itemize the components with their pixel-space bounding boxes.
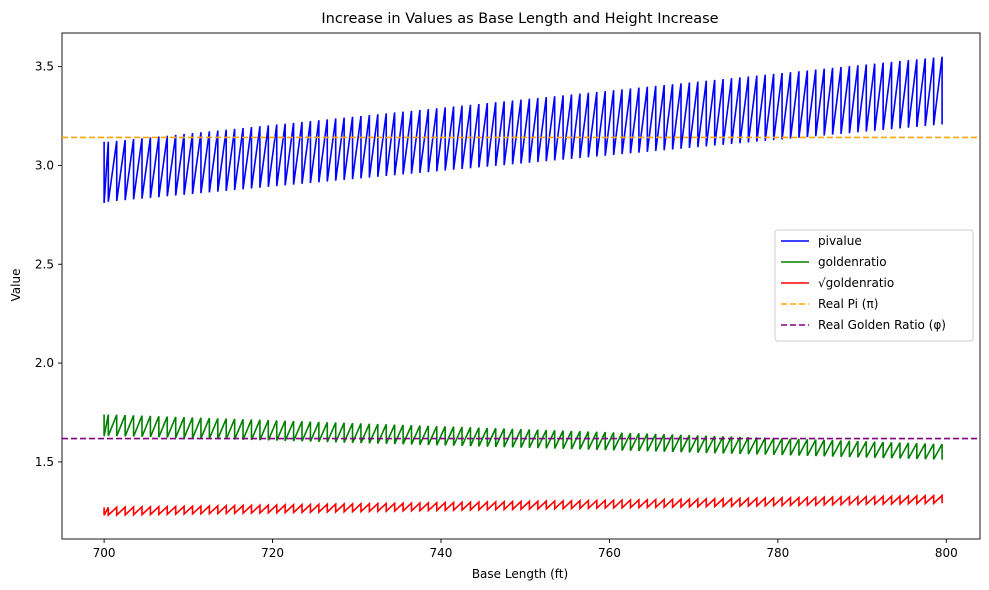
legend-label: Real Pi (π) [818, 297, 878, 311]
y-tick-label: 2.5 [35, 257, 54, 271]
y-tick-label: 1.5 [35, 455, 54, 469]
series-line-1 [103, 56, 943, 204]
series-line-2 [103, 414, 943, 460]
series-line-3 [103, 493, 943, 517]
x-tick-label: 780 [766, 546, 789, 560]
x-tick-label: 740 [430, 546, 453, 560]
legend-label: pivalue [818, 234, 862, 248]
y-tick-label: 2.0 [35, 356, 54, 370]
legend-label: √goldenratio [818, 276, 894, 290]
x-axis: 700 720 740 760 780 800 [93, 539, 958, 560]
legend-label: goldenratio [818, 255, 887, 269]
x-tick-label: 720 [261, 546, 284, 560]
legend: pivalue goldenratio √goldenratio Real Pi (π… [774, 229, 974, 342]
x-tick-label: 700 [93, 546, 116, 560]
axes-frame [61, 32, 981, 540]
x-axis-label: Base Length (ft) [472, 567, 568, 581]
y-tick-label: 3.5 [35, 60, 54, 74]
y-axis-label: Value [9, 269, 23, 302]
y-tick-label: 3.0 [35, 158, 54, 172]
chart-title: Increase in Values as Base Length and He… [321, 11, 718, 27]
x-tick-label: 800 [935, 546, 958, 560]
x-tick-label: 760 [598, 546, 621, 560]
plot-area [61, 32, 981, 540]
y-axis: 1.5 2.0 2.5 3.0 3.5 [35, 60, 62, 469]
legend-label: Real Golden Ratio (φ) [818, 318, 946, 332]
legend-box [774, 229, 974, 342]
